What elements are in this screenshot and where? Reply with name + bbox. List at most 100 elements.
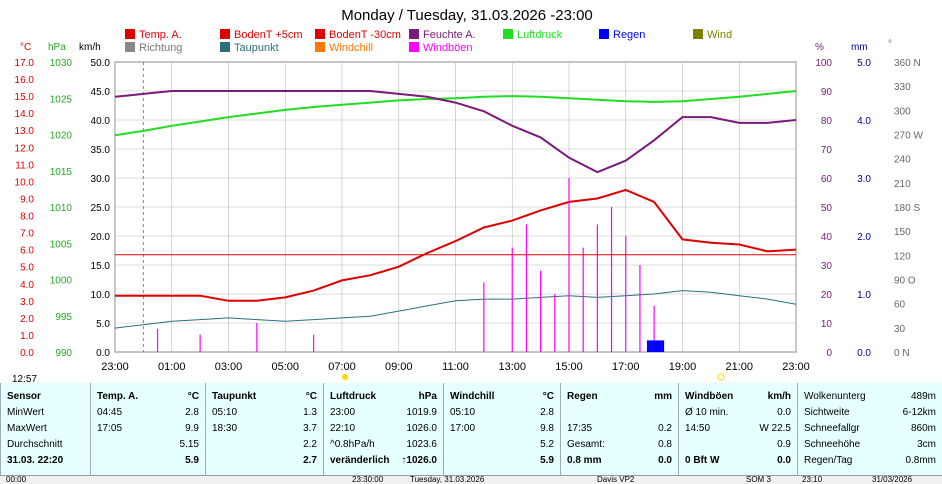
stats-value: °C <box>305 391 317 402</box>
humidity-tick: 10 <box>821 319 833 330</box>
statusbar-field: 23:30:00 <box>352 475 384 484</box>
pressure-tick: 1020 <box>50 131 73 142</box>
temp-tick: 0.0 <box>20 348 34 359</box>
stats-label: MinWert <box>7 407 45 418</box>
stats-value: °C <box>187 391 199 402</box>
wind-tick: 35.0 <box>91 145 111 156</box>
legend-label: Feuchte A. <box>423 29 476 41</box>
stats-value: 0.0 <box>777 407 791 418</box>
statusbar-field: Davis VP2 <box>597 475 635 484</box>
statusbar-field: 00:00 <box>6 475 27 484</box>
stats-label: Regen <box>567 391 598 402</box>
stats-value: 5.9 <box>540 455 554 466</box>
wind-tick: 45.0 <box>91 87 111 98</box>
pressure-tick: 1005 <box>50 239 73 250</box>
stats-cell: Schneehöhe 3cm <box>798 437 942 452</box>
legend-swatch <box>125 29 135 39</box>
stats-label: 18:30 <box>212 423 238 434</box>
temp-tick: 11.0 <box>15 160 34 171</box>
temp-tick: 9.0 <box>20 194 34 205</box>
stats-label: 14:50 <box>685 423 711 434</box>
stats-label: MaxWert <box>7 423 47 434</box>
rain-tick: 4.0 <box>857 116 871 127</box>
legend-swatch <box>693 29 703 39</box>
stats-value: 2.2 <box>303 439 317 450</box>
temp-tick: 17.0 <box>15 58 35 69</box>
stats-column: Wolkenunterg 489m Sichtweite 6-12km Schneefa… <box>797 383 942 475</box>
rain-bar <box>655 340 659 352</box>
temp-unit: °C <box>20 42 31 53</box>
legend-label: Windböen <box>423 42 473 54</box>
direction-tick: 30 <box>894 324 906 335</box>
temp-tick: 10.0 <box>15 177 35 188</box>
stats-cell: 2.7 <box>206 453 323 468</box>
stats-value: 1026.0 <box>406 423 437 434</box>
legend-label: Taupunkt <box>234 42 279 54</box>
stats-label: Windchill <box>450 391 495 402</box>
legend-label: Windchill <box>329 42 373 54</box>
rain-bar <box>652 340 656 352</box>
current-time: 12:57 <box>12 374 38 385</box>
stats-value: 2.8 <box>185 407 199 418</box>
legend-swatch <box>125 42 135 52</box>
stats-cell: 5.2 <box>444 437 560 452</box>
stats-value: W 22.5 <box>759 423 791 434</box>
stats-value: 6-12km <box>902 407 936 418</box>
direction-tick: 150 <box>894 227 911 238</box>
stats-label: Sichtweite <box>804 407 850 418</box>
direction-unit: ° <box>888 39 892 50</box>
humidity-tick: 50 <box>821 203 833 214</box>
direction-tick: 240 <box>894 155 911 166</box>
stats-cell: Windböen km/h <box>679 389 797 404</box>
time-tick: 19:00 <box>669 361 697 373</box>
wind-tick: 50.0 <box>91 58 111 69</box>
stats-cell: Schneefallgr 860m <box>798 421 942 436</box>
stats-label: Taupunkt <box>212 391 257 402</box>
legend-label: BodenT -30cm <box>329 29 401 41</box>
stats-label: Luftdruck <box>330 391 377 402</box>
stats-column: Windböen km/h Ø 10 min. 0.0 14:50 W 22.5 0.9 0 … <box>678 383 797 475</box>
stats-label: 23:00 <box>330 407 356 418</box>
rain-tick: 3.0 <box>857 174 871 185</box>
wind-tick: 0.0 <box>96 348 110 359</box>
stats-value: 9.8 <box>540 423 554 434</box>
humidity-tick: 80 <box>821 116 833 127</box>
direction-tick: 360 N <box>894 58 921 69</box>
temp-tick: 1.0 <box>20 331 34 342</box>
wind-tick: 5.0 <box>96 319 110 330</box>
stats-cell: Windchill °C <box>444 389 560 404</box>
wind-tick: 15.0 <box>91 261 111 272</box>
chart-grid <box>114 61 797 353</box>
stats-cell: Taupunkt °C <box>206 389 323 404</box>
temp-tick: 14.0 <box>15 109 35 120</box>
stats-cell: 0.9 <box>679 437 797 452</box>
series-line-taupunkt <box>114 290 797 329</box>
stats-value: 5.9 <box>185 455 199 466</box>
direction-tick: 270 W <box>894 131 923 142</box>
pressure-tick: 1000 <box>50 276 73 287</box>
legend-swatch <box>315 42 325 52</box>
stats-cell: 14:50 W 22.5 <box>679 421 797 436</box>
stats-value: 5.2 <box>540 439 554 450</box>
stats-cell: 22:10 1026.0 <box>324 421 443 436</box>
pressure-tick: 995 <box>55 312 72 323</box>
legend-swatch <box>409 42 419 52</box>
stats-value: 860m <box>910 423 936 434</box>
direction-tick: 210 <box>894 179 911 190</box>
stats-label: Wolkenunterg <box>804 391 866 402</box>
legend-label: Temp. A. <box>139 29 182 41</box>
stats-cell: Regen/Tag 0.8mm <box>798 453 942 468</box>
stats-value: ↑1026.0 <box>401 455 437 466</box>
stats-value: km/h <box>767 391 791 402</box>
stats-value: 2.8 <box>540 407 554 418</box>
stats-label: 05:10 <box>450 407 476 418</box>
pressure-tick: 1015 <box>50 167 73 178</box>
stats-cell: 17:35 0.2 <box>561 421 678 436</box>
legend-label: Wind <box>707 29 732 41</box>
direction-tick: 300 <box>894 106 911 117</box>
statusbar-field: 23:10 <box>802 475 823 484</box>
stats-cell: 17:00 9.8 <box>444 421 560 436</box>
humidity-unit: % <box>815 42 824 53</box>
stats-value: 0.8 <box>658 439 672 450</box>
stats-label: 0.8 mm <box>567 455 602 466</box>
